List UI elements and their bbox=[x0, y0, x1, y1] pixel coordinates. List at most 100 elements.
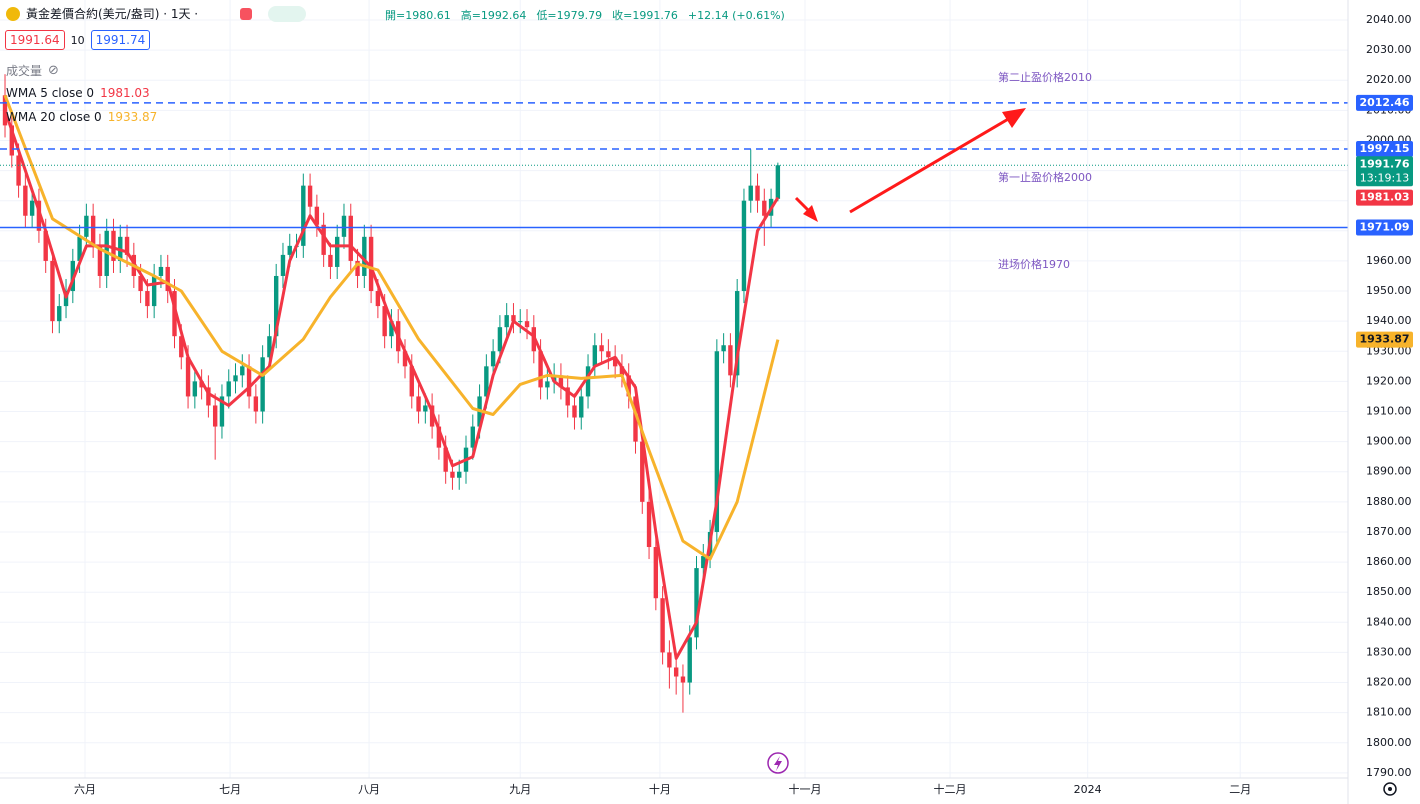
x-tick-label: 十二月 bbox=[934, 782, 967, 796]
annotation: 第一止盈价格2000 bbox=[998, 170, 1092, 184]
wma-tag: 1981.03 bbox=[1359, 191, 1409, 204]
candle-body bbox=[579, 396, 584, 418]
settings-icon[interactable] bbox=[1383, 782, 1397, 796]
y-tick-label: 1890.00 bbox=[1366, 465, 1412, 478]
candle-body bbox=[43, 230, 48, 261]
candle-body bbox=[111, 230, 116, 261]
ohlc-high: 高=1992.64 bbox=[460, 9, 527, 22]
y-tick-label: 1900.00 bbox=[1366, 435, 1412, 448]
candle-body bbox=[734, 291, 740, 376]
y-tick-label: 2020.00 bbox=[1366, 73, 1412, 86]
wma-line bbox=[3, 94, 780, 561]
candle-body bbox=[545, 381, 550, 388]
wma-tag: 1933.87 bbox=[1359, 333, 1409, 346]
candle-body bbox=[138, 275, 143, 292]
candle-body bbox=[694, 568, 699, 638]
price-tag: 2012.46 bbox=[1359, 96, 1409, 109]
y-tick-label: 1800.00 bbox=[1366, 736, 1412, 749]
x-tick-label: 十月 bbox=[649, 782, 671, 796]
candle-body bbox=[660, 598, 665, 653]
candle-body bbox=[518, 321, 523, 323]
candle-body bbox=[673, 667, 679, 677]
candle-body bbox=[680, 676, 686, 683]
status-icon[interactable] bbox=[268, 5, 307, 22]
y-tick-label: 1920.00 bbox=[1366, 374, 1412, 387]
candle-body bbox=[375, 291, 381, 307]
flag-icon[interactable] bbox=[240, 7, 253, 20]
ohlc-change: +12.14 (+0.61%) bbox=[687, 8, 785, 22]
candle-body bbox=[158, 266, 164, 276]
candle-body bbox=[470, 426, 475, 448]
candle-body bbox=[524, 321, 530, 328]
candle-body bbox=[443, 447, 448, 472]
y-tick-label: 1880.00 bbox=[1366, 495, 1412, 508]
candle-body bbox=[267, 336, 272, 358]
x-tick-label: 六月 bbox=[74, 783, 96, 796]
lightning-icon[interactable] bbox=[767, 752, 789, 774]
candle-body bbox=[572, 405, 577, 418]
candle-body bbox=[335, 236, 340, 267]
candle-body bbox=[226, 381, 231, 397]
symbol-title[interactable]: 黃金差價合約(美元/盎司) · 1天 · bbox=[26, 7, 199, 21]
candle-body bbox=[701, 556, 706, 569]
candle-body bbox=[273, 275, 279, 337]
candle-body bbox=[450, 471, 455, 478]
legend-value: 1981.03 bbox=[100, 86, 150, 100]
symbol-bar: 黃金差價合約(美元/盎司) · 1天 · bbox=[6, 5, 307, 22]
y-tick-label: 1810.00 bbox=[1366, 706, 1412, 719]
candle-body bbox=[29, 200, 35, 216]
ohlc: 開=1980.61 高=1992.64 低=1979.79 收=1991.76 … bbox=[385, 7, 789, 23]
ask[interactable]: 1991.74 bbox=[90, 30, 151, 50]
y-tick-label: 1830.00 bbox=[1366, 645, 1412, 658]
candle-body bbox=[423, 405, 428, 412]
candle-body bbox=[192, 381, 198, 397]
candle-body bbox=[16, 155, 21, 186]
candle-body bbox=[151, 275, 157, 307]
candle-body bbox=[301, 185, 306, 246]
candle-body bbox=[436, 426, 442, 448]
bid[interactable]: 1991.64 bbox=[5, 30, 65, 50]
candle-body bbox=[599, 345, 604, 352]
candle-body bbox=[457, 471, 462, 478]
candle-body bbox=[626, 375, 631, 397]
y-tick-label: 2030.00 bbox=[1366, 43, 1412, 56]
candle-body bbox=[511, 315, 516, 322]
candle-body bbox=[640, 441, 645, 502]
candle-body bbox=[212, 405, 218, 427]
candle-body bbox=[328, 254, 333, 267]
candle-body bbox=[748, 185, 753, 201]
candle-body bbox=[382, 306, 387, 337]
x-tick-label: 八月 bbox=[358, 783, 380, 796]
candle-body bbox=[646, 501, 652, 548]
candle-body bbox=[721, 345, 726, 352]
candle-body bbox=[90, 215, 96, 246]
candle-body bbox=[314, 206, 320, 225]
y-tick-label: 1910.00 bbox=[1366, 404, 1412, 417]
candle-body bbox=[206, 387, 211, 406]
candle-body bbox=[219, 396, 225, 427]
x-tick-label: 七月 bbox=[219, 783, 241, 796]
candle-body bbox=[775, 165, 781, 199]
volume-legend: 成交量 ⊘ bbox=[6, 62, 59, 79]
candle-body bbox=[565, 387, 570, 406]
candle-body bbox=[389, 321, 394, 337]
y-tick-label: 1840.00 bbox=[1366, 615, 1412, 628]
candle-body bbox=[57, 306, 62, 322]
candle-body bbox=[253, 396, 259, 412]
x-tick-label: 二月 bbox=[1229, 783, 1251, 796]
y-tick-label: 1940.00 bbox=[1366, 314, 1412, 327]
candle-body bbox=[341, 215, 347, 237]
annotation: 进场价格1970 bbox=[998, 257, 1070, 271]
y-tick-label: 1850.00 bbox=[1366, 585, 1412, 598]
candle-body bbox=[287, 245, 292, 255]
eye-icon[interactable]: ⊘ bbox=[48, 63, 59, 78]
candle-body bbox=[362, 236, 367, 276]
candle-body bbox=[714, 351, 720, 532]
candle-body bbox=[145, 291, 150, 307]
y-tick-label: 1950.00 bbox=[1366, 284, 1412, 297]
y-tick-label: 1870.00 bbox=[1366, 525, 1412, 538]
symbol-icon bbox=[6, 6, 20, 21]
arrows bbox=[794, 108, 1026, 222]
trade-bar: 1991.64 10 1991.74 bbox=[5, 30, 151, 50]
candle-body bbox=[416, 396, 421, 412]
